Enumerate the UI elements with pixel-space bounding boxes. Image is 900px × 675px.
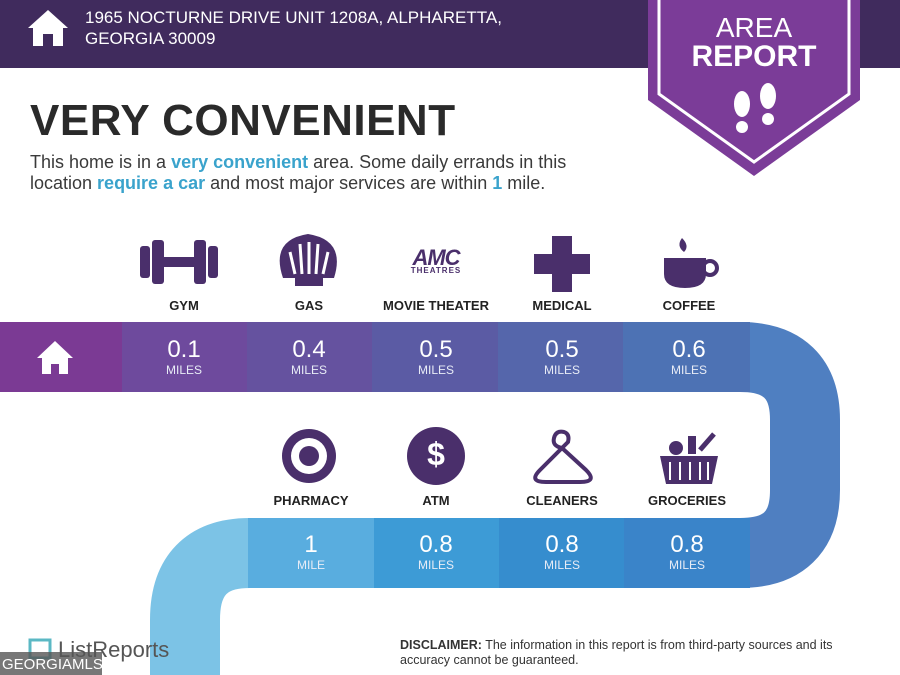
- groceries-icon: [660, 432, 718, 484]
- cell: [498, 322, 623, 392]
- medical-icon: [534, 236, 590, 292]
- cell: [248, 518, 374, 588]
- service-unit: MILES: [417, 363, 454, 377]
- service-name: CLEANERS: [526, 493, 598, 508]
- cell: [122, 322, 247, 392]
- path-band: [150, 518, 300, 675]
- disclaimer-label: DISCLAIMER:: [400, 638, 482, 652]
- service-unit: MILES: [290, 363, 327, 377]
- service-name: ATM: [422, 493, 450, 508]
- service-distance: 0.1: [167, 336, 201, 363]
- gas-icon: [279, 234, 337, 286]
- service-unit: MILES: [668, 558, 705, 572]
- atm-symbol: $: [427, 436, 445, 472]
- service-distance: 0.4: [292, 336, 326, 363]
- description-segment: and most major services are within: [205, 173, 493, 193]
- service-name: GROCERIES: [647, 493, 726, 508]
- description-segment: mile.: [502, 173, 546, 193]
- atm-icon: [407, 427, 465, 485]
- description-segment: area. Some daily errands in this: [308, 152, 567, 172]
- path-band: [0, 322, 840, 588]
- amc-logo: AMC: [412, 245, 460, 270]
- amc-logo-sub: THEATRES: [410, 266, 462, 275]
- coffee-icon: [664, 238, 719, 288]
- service-unit: MILES: [165, 363, 202, 377]
- gym-icon: [140, 240, 218, 284]
- service-distance: 0.8: [545, 531, 579, 558]
- cell: [247, 322, 372, 392]
- address-line: GEORGIA 30009: [85, 29, 216, 48]
- badge: [648, 0, 860, 176]
- service-unit: MILES: [543, 558, 580, 572]
- service-name: GYM: [169, 298, 199, 313]
- service-name: GAS: [294, 298, 324, 313]
- service-distance: 0.5: [545, 336, 579, 363]
- cell: [624, 518, 750, 588]
- disclaimer: DISCLAIMER: The information in this repo…: [400, 638, 880, 668]
- footer-brand: ListReports: [58, 637, 170, 662]
- description-segment: This home is in a: [30, 152, 172, 172]
- heading: VERY CONVENIENT: [30, 96, 456, 145]
- description-line: This home is in a very convenient area. …: [30, 152, 566, 173]
- disclaimer-text: The information in this report is from t…: [400, 638, 833, 667]
- service-unit: MILES: [543, 363, 580, 377]
- description-line: location require a car and most major se…: [30, 173, 545, 194]
- description-segment: location: [30, 173, 98, 193]
- home-icon: [37, 341, 73, 374]
- service-unit: MILES: [670, 363, 707, 377]
- description-segment: very convenient: [171, 152, 309, 172]
- service-distance: 0.8: [419, 531, 453, 558]
- watermark-bg: [0, 652, 102, 675]
- description-segment: 1: [492, 173, 503, 193]
- watermark: GEORGIAMLS: [2, 656, 103, 673]
- cleaners-icon: [533, 429, 593, 484]
- address-line: 1965 NOCTURNE DRIVE UNIT 1208A, ALPHARET…: [85, 8, 502, 27]
- pharmacy-icon: [282, 429, 336, 483]
- cell: [499, 518, 624, 588]
- service-distance: 0.8: [670, 531, 704, 558]
- service-unit: MILE: [296, 558, 325, 572]
- service-unit: MILES: [417, 558, 454, 572]
- badge-line: REPORT: [691, 40, 817, 73]
- cell: [623, 322, 750, 392]
- description-segment: require a car: [97, 173, 206, 193]
- service-distance: 1: [304, 531, 318, 558]
- service-name: PHARMACY: [273, 493, 349, 508]
- footprints-icon: [734, 83, 776, 133]
- service-name: COFFEE: [662, 298, 716, 313]
- cell: [372, 322, 498, 392]
- cell: [374, 518, 499, 588]
- service-distance: 0.5: [419, 336, 453, 363]
- service-name: MEDICAL: [532, 298, 592, 313]
- badge-line: AREA: [715, 12, 793, 43]
- badge-border: [657, 0, 851, 164]
- service-name: MOVIE THEATER: [383, 298, 489, 313]
- service-distance: 0.6: [672, 336, 706, 363]
- home-icon: [28, 10, 68, 46]
